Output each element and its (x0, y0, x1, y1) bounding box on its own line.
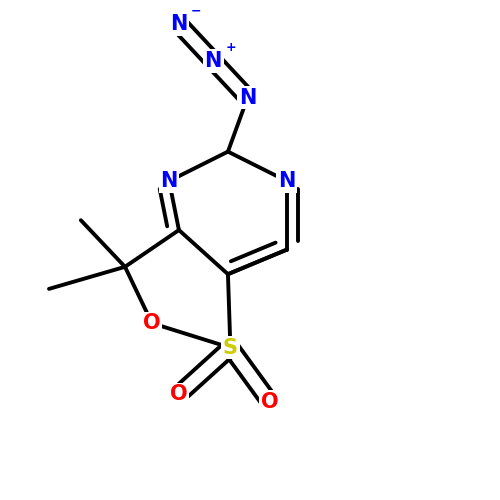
Text: +: + (226, 41, 236, 54)
Text: O: O (170, 384, 188, 404)
Text: N: N (278, 171, 295, 191)
Text: S: S (223, 338, 238, 357)
Text: N: N (239, 88, 256, 108)
Text: N: N (160, 171, 178, 191)
Text: O: O (143, 313, 161, 333)
Text: N: N (170, 14, 188, 34)
Text: −: − (191, 4, 202, 18)
Text: O: O (261, 392, 278, 411)
Text: N: N (204, 51, 222, 71)
